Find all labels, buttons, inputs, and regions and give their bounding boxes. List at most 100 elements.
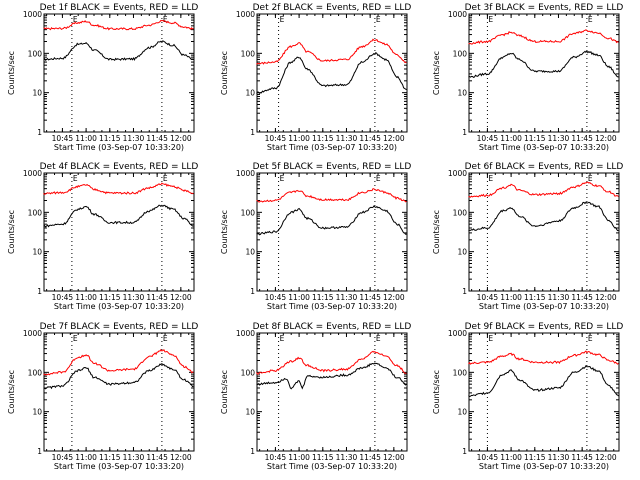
chart-panel: Det 3f BLACK = Events, RED = LLD 1 10 100 10… xyxy=(432,3,623,152)
x-tick-label: 12:00 xyxy=(170,134,192,143)
chart-title: Det 5f BLACK = Events, RED = LLD xyxy=(253,162,412,172)
y-tick-label: 10 xyxy=(457,89,467,98)
lld-series-line xyxy=(468,181,619,198)
y-tick-label: 1000 xyxy=(236,169,255,178)
y-tick-label: 100 xyxy=(28,208,43,217)
x-tick-label: 11:30 xyxy=(548,453,570,462)
event-marker-label: E xyxy=(280,174,285,183)
x-tick-label: 11:00 xyxy=(75,453,97,462)
x-tick-label: 11:15 xyxy=(99,453,121,462)
x-tick-label: 11:00 xyxy=(500,453,522,462)
y-tick-label: 1 xyxy=(37,287,42,296)
y-tick-label: 10 xyxy=(32,248,42,257)
y-tick-label: 1 xyxy=(462,128,467,137)
x-tick-label: 10:45 xyxy=(477,293,499,302)
lld-series-line xyxy=(468,350,619,365)
events-series-line xyxy=(256,205,407,236)
event-marker-label: E xyxy=(488,15,493,24)
x-tick-label: 11:30 xyxy=(548,134,570,143)
x-tick-label: 10:45 xyxy=(477,453,499,462)
lld-series-line xyxy=(468,29,619,45)
plot-frame xyxy=(468,332,620,452)
x-tick-label: 11:30 xyxy=(123,134,145,143)
y-tick-label: 1 xyxy=(250,447,255,456)
event-marker-label: E xyxy=(73,174,78,183)
event-marker-label: E xyxy=(280,334,285,343)
x-tick-label: 11:45 xyxy=(359,453,381,462)
x-tick-label: 12:00 xyxy=(170,453,192,462)
events-series-line xyxy=(43,204,194,228)
x-axis-title: Start Time (03-Sep-07 10:33:20) xyxy=(479,462,609,471)
y-tick-label: 10 xyxy=(245,89,255,98)
x-axis-title: Start Time (03-Sep-07 10:33:20) xyxy=(267,302,397,311)
y-axis-title: Counts/sec xyxy=(7,370,16,414)
y-tick-label: 1 xyxy=(37,128,42,137)
event-marker-label: E xyxy=(163,334,168,343)
chart-title: Det 4f BLACK = Events, RED = LLD xyxy=(40,162,199,172)
event-marker-label: E xyxy=(588,15,593,24)
x-tick-label: 11:15 xyxy=(524,134,546,143)
x-tick-label: 11:45 xyxy=(571,134,593,143)
plot-frame xyxy=(468,172,620,292)
x-tick-label: 11:15 xyxy=(524,453,546,462)
y-tick-label: 1000 xyxy=(448,169,467,178)
y-axis-title: Counts/sec xyxy=(220,51,229,95)
chart-panel: Det 5f BLACK = Events, RED = LLD 1 10 100 10… xyxy=(220,162,411,311)
plot-frame xyxy=(256,172,408,292)
y-axis-title: Counts/sec xyxy=(432,210,441,254)
y-tick-label: 100 xyxy=(28,368,43,377)
event-marker-label: E xyxy=(488,334,493,343)
y-tick-label: 10 xyxy=(32,89,42,98)
y-tick-label: 1000 xyxy=(236,10,255,19)
x-axis-title: Start Time (03-Sep-07 10:33:20) xyxy=(54,302,184,311)
event-marker-label: E xyxy=(280,15,285,24)
y-tick-label: 10 xyxy=(457,408,467,417)
chart-title: Det 3f BLACK = Events, RED = LLD xyxy=(465,3,624,13)
x-tick-label: 11:00 xyxy=(288,453,310,462)
y-tick-label: 1000 xyxy=(23,10,42,19)
y-tick-label: 100 xyxy=(28,49,43,58)
x-axis-title: Start Time (03-Sep-07 10:33:20) xyxy=(54,143,184,152)
y-tick-label: 1000 xyxy=(448,329,467,338)
x-tick-label: 12:00 xyxy=(383,293,405,302)
events-series-line xyxy=(256,51,407,94)
x-tick-label: 11:45 xyxy=(571,453,593,462)
chart-title: Det 6f BLACK = Events, RED = LLD xyxy=(465,162,624,172)
x-tick-label: 11:45 xyxy=(146,453,168,462)
y-axis-title: Counts/sec xyxy=(220,210,229,254)
plot-frame xyxy=(43,332,195,452)
x-axis-title: Start Time (03-Sep-07 10:33:20) xyxy=(267,462,397,471)
x-tick-label: 11:00 xyxy=(75,134,97,143)
chart-title: Det 9f BLACK = Events, RED = LLD xyxy=(465,322,624,332)
lld-series-line xyxy=(256,38,407,65)
chart-title: Det 7f BLACK = Events, RED = LLD xyxy=(40,322,199,332)
events-series-line xyxy=(468,364,619,398)
x-tick-label: 11:45 xyxy=(359,134,381,143)
y-tick-label: 1 xyxy=(250,128,255,137)
chart-panel: Det 1f BLACK = Events, RED = LLD 1 10 100 10… xyxy=(7,3,198,152)
events-series-line xyxy=(256,362,407,390)
y-axis-title: Counts/sec xyxy=(220,370,229,414)
events-series-line xyxy=(468,201,619,232)
y-tick-label: 100 xyxy=(241,208,256,217)
x-tick-label: 11:00 xyxy=(75,293,97,302)
event-marker-label: E xyxy=(376,174,381,183)
x-tick-label: 11:30 xyxy=(123,293,145,302)
x-tick-label: 12:00 xyxy=(595,453,617,462)
plot-frame xyxy=(256,332,408,452)
x-tick-label: 11:15 xyxy=(312,293,334,302)
y-tick-label: 1 xyxy=(462,287,467,296)
event-marker-label: E xyxy=(163,15,168,24)
x-axis-title: Start Time (03-Sep-07 10:33:20) xyxy=(479,143,609,152)
lld-series-line xyxy=(43,182,194,196)
lld-series-line xyxy=(43,348,194,376)
x-tick-label: 12:00 xyxy=(383,134,405,143)
x-tick-label: 11:30 xyxy=(336,134,358,143)
x-tick-label: 10:45 xyxy=(477,134,499,143)
event-marker-label: E xyxy=(163,174,168,183)
x-tick-label: 11:00 xyxy=(288,293,310,302)
x-tick-label: 11:15 xyxy=(99,134,121,143)
x-axis-title: Start Time (03-Sep-07 10:33:20) xyxy=(54,462,184,471)
event-marker-label: E xyxy=(73,334,78,343)
